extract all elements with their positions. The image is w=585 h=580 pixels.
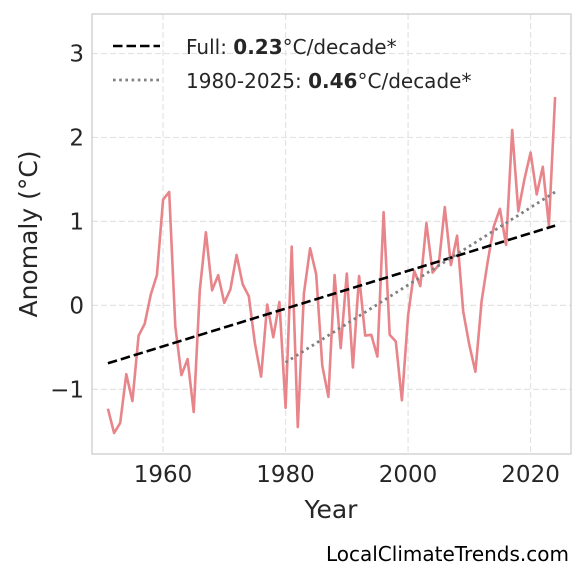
legend: Full: 0.23°C/decade* 1980-2025: 0.46°C/d…	[113, 35, 471, 93]
legend-recent-rate: 0.46	[308, 69, 357, 93]
y-tick-label: 2	[69, 125, 84, 151]
full-trend-line	[107, 224, 556, 365]
anomaly-line	[106, 97, 557, 435]
series-group	[106, 97, 557, 435]
legend-label-recent: 1980-2025: 0.46°C/decade*	[186, 69, 471, 93]
y-tick-labels: −1 0 1 2 3	[50, 41, 84, 403]
legend-full-name: Full:	[186, 35, 227, 59]
plot-frame	[91, 13, 572, 455]
legend-recent-name: 1980-2025:	[186, 69, 302, 93]
grid-lines	[92, 14, 571, 454]
x-axis-label: Year	[304, 495, 359, 524]
x-tick-label: 1960	[134, 462, 193, 488]
legend-full-unit: °C/decade*	[283, 35, 397, 59]
y-tick-label: 0	[69, 293, 84, 319]
x-tick-label: 2000	[379, 462, 438, 488]
legend-full-rate: 0.23	[233, 35, 282, 59]
source-credit: LocalClimateTrends.com	[326, 542, 569, 566]
y-tick-label: 3	[69, 41, 84, 67]
y-axis-label: Anomaly (°C)	[14, 150, 43, 317]
y-tick-label: −1	[50, 377, 84, 403]
legend-label-full: Full: 0.23°C/decade*	[186, 35, 397, 59]
x-tick-label: 2020	[501, 462, 560, 488]
x-tick-label: 1980	[256, 462, 315, 488]
y-tick-label: 1	[69, 209, 84, 235]
legend-recent-unit: °C/decade*	[357, 69, 471, 93]
x-tick-labels: 1960 1980 2000 2020	[134, 462, 560, 488]
